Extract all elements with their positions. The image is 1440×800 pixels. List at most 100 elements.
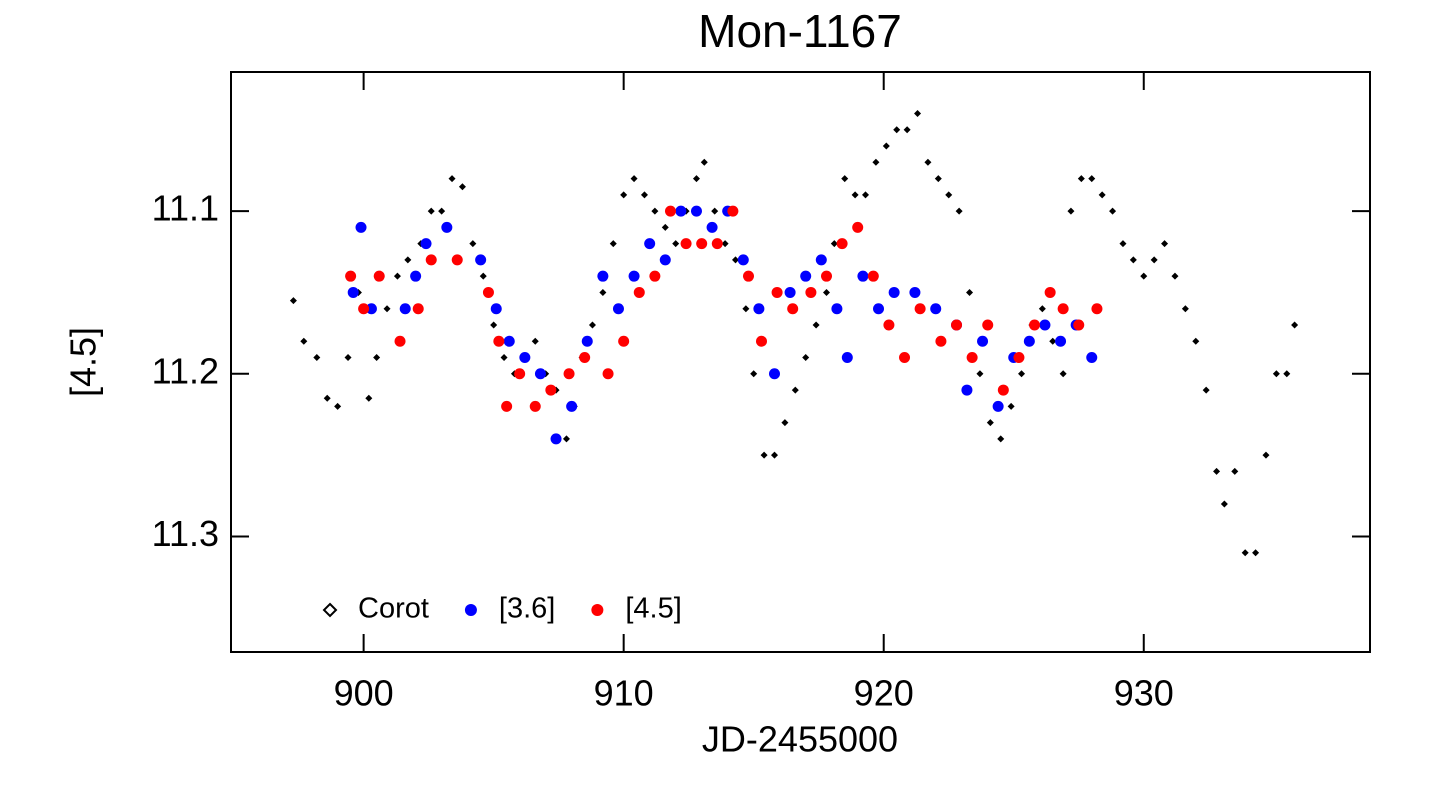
data-point: [836, 238, 848, 250]
data-point: [1086, 352, 1098, 364]
data-point: [802, 354, 810, 362]
data-point: [334, 402, 342, 410]
data-point: [373, 354, 381, 362]
data-point: [399, 303, 411, 315]
chart-title: Mon-1167: [698, 5, 902, 57]
data-point: [1252, 549, 1260, 557]
data-point: [1109, 207, 1117, 215]
data-point: [1129, 256, 1137, 264]
data-point: [721, 240, 729, 248]
data-point: [805, 286, 817, 298]
y-axis-label: [4.5]: [63, 327, 104, 397]
data-point: [841, 352, 853, 364]
data-point: [1073, 319, 1085, 331]
data-point: [602, 368, 614, 380]
data-point: [903, 126, 911, 134]
data-point: [664, 205, 676, 217]
data-point: [345, 270, 357, 282]
data-point: [1013, 352, 1025, 364]
data-point: [1098, 191, 1106, 199]
data-point: [534, 368, 546, 380]
data-point: [420, 238, 432, 250]
data-point: [609, 240, 617, 248]
data-point: [448, 175, 456, 183]
data-point: [1241, 549, 1249, 557]
data-point: [750, 370, 758, 378]
data-point: [1039, 319, 1051, 331]
data-point: [1049, 337, 1057, 345]
data-point: [982, 319, 994, 331]
data-point: [857, 270, 869, 282]
data-point: [862, 191, 870, 199]
data-point: [588, 321, 596, 329]
data-point: [545, 384, 557, 396]
data-point: [373, 270, 385, 282]
data-point: [644, 238, 656, 250]
data-point: [1161, 240, 1169, 248]
data-point: [628, 270, 640, 282]
data-point: [672, 240, 680, 248]
data-point: [755, 335, 767, 347]
data-point: [661, 223, 669, 231]
data-point: [1088, 175, 1096, 183]
data-point: [770, 451, 778, 459]
data-point: [997, 384, 1009, 396]
data-point: [675, 205, 687, 217]
data-point: [1059, 370, 1067, 378]
data-point: [815, 254, 827, 266]
data-point: [438, 207, 446, 215]
data-point: [951, 319, 963, 331]
data-point: [475, 254, 487, 266]
data-point: [700, 158, 708, 166]
data-point: [711, 238, 723, 250]
data-point: [1023, 335, 1035, 347]
data-point: [1150, 256, 1158, 264]
data-point: [742, 270, 754, 282]
data-point: [581, 335, 593, 347]
data-point: [529, 400, 541, 412]
data-point: [458, 183, 466, 191]
data-point: [760, 451, 768, 459]
data-point: [872, 158, 880, 166]
data-point: [867, 270, 879, 282]
data-point: [1057, 303, 1069, 315]
data-point: [934, 175, 942, 183]
legend-marker: [464, 604, 477, 616]
data-point: [1007, 402, 1015, 410]
data-point: [659, 254, 671, 266]
data-point: [490, 303, 502, 315]
data-point: [706, 221, 718, 233]
data-point: [1077, 175, 1085, 183]
data-point: [649, 270, 661, 282]
data-point: [791, 386, 799, 394]
data-point: [888, 286, 900, 298]
data-point: [1202, 386, 1210, 394]
data-point: [597, 270, 609, 282]
data-point: [383, 305, 391, 313]
data-point: [1192, 337, 1200, 345]
data-point: [1231, 467, 1239, 475]
data-point: [731, 256, 739, 264]
data-point: [394, 335, 406, 347]
data-point: [930, 303, 942, 315]
data-point: [781, 419, 789, 427]
data-point: [986, 419, 994, 427]
legend-label: [3.6]: [499, 593, 555, 625]
data-point: [727, 205, 739, 217]
data-point: [821, 270, 833, 282]
data-point: [365, 394, 373, 402]
data-point: [550, 433, 562, 445]
data-point: [630, 175, 638, 183]
data-point: [612, 303, 624, 315]
data-point: [1272, 370, 1280, 378]
data-point: [1044, 286, 1056, 298]
data-point: [1018, 370, 1026, 378]
data-point: [493, 335, 505, 347]
data-point: [883, 319, 895, 331]
data-point: [1091, 303, 1103, 315]
data-point: [425, 254, 437, 266]
data-point: [300, 337, 308, 345]
data-point: [490, 321, 498, 329]
